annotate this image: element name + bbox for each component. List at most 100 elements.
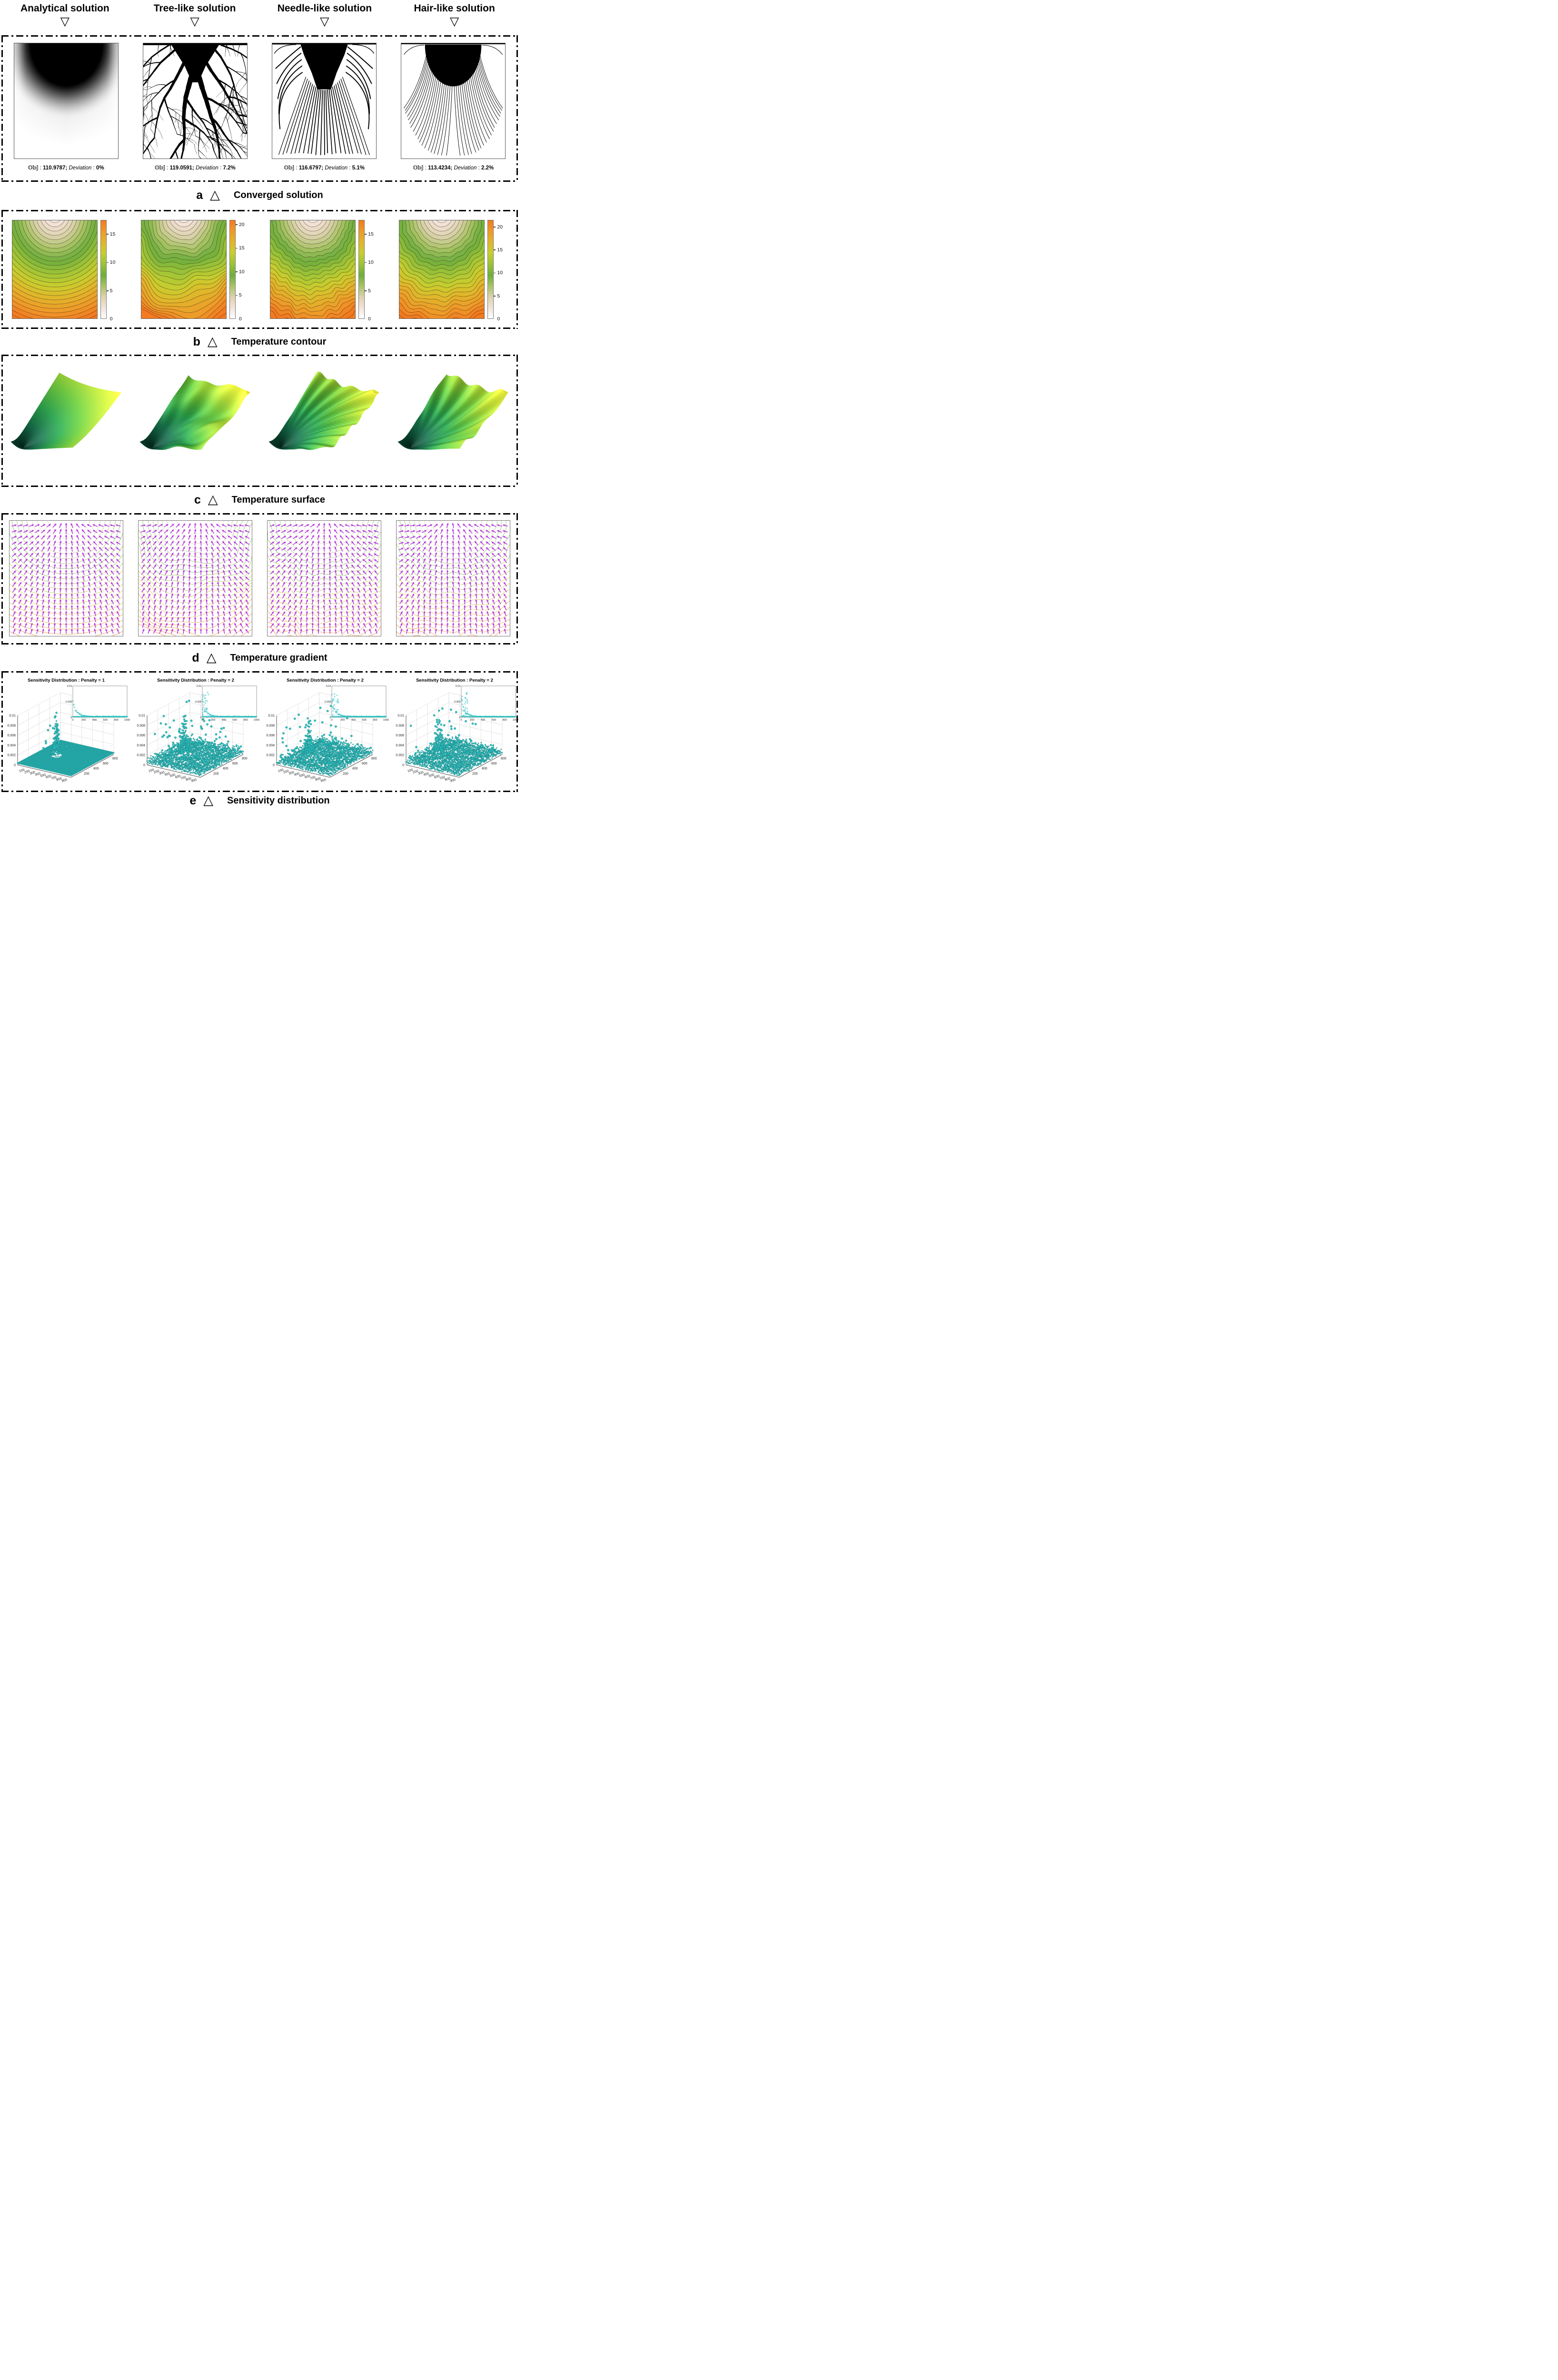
sensitivity-plot-title: Sensitivity Distribution : Penalty = 1	[28, 678, 105, 683]
colorbar-tick-label: 10	[497, 270, 503, 276]
section-b-box: 15 10 5 0 20 15 10 5 0 15 10 5 0 20 15 10 5 0	[1, 210, 518, 329]
colorbar-tick-label: 5	[109, 288, 113, 294]
caption-text: Sensitivity distribution	[227, 795, 330, 806]
caption-text: Temperature surface	[231, 494, 326, 505]
colorbar-tick-label: 0	[238, 316, 242, 322]
colorbar-tick-mark	[365, 262, 367, 263]
colorbar-tick-label: 15	[238, 245, 245, 251]
caption-letter: c	[194, 493, 201, 506]
column-title-tree: Tree-like solution	[153, 3, 236, 14]
converged-solution-image-hair	[401, 43, 506, 159]
down-triangle-icon: ▽	[190, 15, 199, 28]
colorbar: 15 10 5 0	[100, 220, 120, 322]
caption-d: d △ Temperature gradient	[0, 649, 519, 666]
colorbar-tick-mark	[494, 249, 496, 250]
colorbar-tick-label: 10	[109, 259, 116, 266]
converged-solution-image-analytical	[13, 43, 119, 159]
colorbar-tick-label: 15	[497, 247, 503, 253]
colorbar-tick-mark	[235, 248, 238, 249]
converged-solution-image-needle	[272, 43, 377, 159]
temperature-gradient-quiver-plot	[267, 520, 382, 636]
column-headers: Analytical solution Tree-like solution N…	[0, 3, 519, 810]
temperature-contour-plot	[11, 220, 98, 319]
converged-solution-image-tree	[142, 43, 248, 159]
caption-e: e △ Sensitivity distribution	[0, 793, 519, 808]
temperature-contour-plot	[399, 220, 485, 319]
caption-c: c △ Temperature surface	[0, 491, 519, 508]
colorbar-tick-mark	[494, 272, 496, 274]
sensitivity-plot-title: Sensitivity Distribution : Penalty = 2	[157, 678, 234, 683]
column-title-analytical: Analytical solution	[20, 3, 109, 14]
caption-text: Temperature contour	[231, 336, 327, 347]
colorbar-tick-label: 5	[497, 293, 500, 299]
colorbar-tick-label: 10	[238, 268, 245, 275]
colorbar-tick-mark	[494, 227, 496, 228]
caption-text: Converged solution	[233, 189, 323, 200]
colorbar-tick-mark	[365, 234, 367, 235]
up-triangle-icon: △	[208, 492, 218, 506]
colorbar-tick-mark	[235, 224, 238, 225]
temperature-surface-plot	[5, 358, 127, 484]
down-triangle-icon: ▽	[320, 15, 329, 28]
colorbar-tick-mark	[106, 290, 109, 291]
sensitivity-distribution-plot	[260, 684, 390, 785]
colorbar-tick-label: 0	[368, 316, 371, 322]
section-d-box	[1, 513, 518, 645]
colorbar-tick-label: 5	[238, 292, 242, 298]
colorbar-gradient	[229, 220, 236, 319]
colorbar: 20 15 10 5 0	[229, 220, 249, 322]
colorbar-tick-label: 20	[497, 224, 503, 230]
figure-page: Analytical solution Tree-like solution N…	[0, 0, 519, 810]
caption-letter: b	[193, 335, 200, 348]
colorbar-tick-mark	[235, 295, 238, 296]
colorbar-tick-mark	[365, 290, 367, 291]
column-title-needle: Needle-like solution	[277, 3, 372, 14]
colorbar-gradient	[358, 220, 365, 319]
temperature-contour-plot	[270, 220, 356, 319]
temperature-surface-plot	[263, 358, 386, 484]
temperature-gradient-quiver-plot	[138, 520, 252, 636]
section-c-box	[1, 355, 518, 487]
caption-letter: a	[196, 188, 203, 202]
temperature-surface-plot	[134, 358, 256, 484]
sensitivity-distribution-plot	[390, 684, 519, 785]
colorbar-tick-label: 5	[368, 288, 371, 294]
column-title-hair: Hair-like solution	[414, 3, 495, 14]
objective-line: 𝕆𝕓𝕛 : 110.9787; Deviation : 0%	[28, 164, 104, 171]
colorbar: 15 10 5 0	[358, 220, 378, 322]
caption-text: Temperature gradient	[230, 652, 327, 663]
temperature-gradient-quiver-plot	[9, 520, 123, 636]
colorbar-tick-label: 0	[109, 316, 113, 322]
colorbar-tick-mark	[494, 296, 496, 297]
colorbar-gradient	[487, 220, 494, 319]
down-triangle-markers: ▽ ▽ ▽ ▽	[0, 16, 519, 810]
colorbar-tick-label: 10	[368, 259, 374, 266]
sensitivity-distribution-plot	[131, 684, 260, 785]
colorbar-tick-mark	[106, 234, 109, 235]
objective-line: 𝕆𝕓𝕛 : 113.4234; Deviation : 2.2%	[413, 164, 494, 171]
caption-a: a △ Converged solution	[0, 187, 519, 204]
down-triangle-icon: ▽	[60, 15, 69, 28]
sensitivity-plot-title: Sensitivity Distribution : Penalty = 2	[416, 678, 493, 683]
sensitivity-distribution-plot	[1, 684, 131, 785]
colorbar-gradient	[100, 220, 107, 319]
down-triangle-icon: ▽	[450, 15, 459, 28]
section-e-box: Sensitivity Distribution : Penalty = 1 S…	[1, 671, 519, 792]
up-triangle-icon: △	[203, 793, 214, 807]
temperature-contour-plot	[140, 220, 227, 319]
objective-line: 𝕆𝕓𝕛 : 116.6797; Deviation : 5.1%	[284, 164, 365, 171]
colorbar-tick-label: 15	[109, 231, 116, 237]
colorbar-tick-label: 20	[238, 221, 245, 228]
colorbar-tick-mark	[235, 271, 238, 272]
sensitivity-plot-title: Sensitivity Distribution : Penalty = 2	[287, 678, 364, 683]
section-a-box: 𝕆𝕓𝕛 : 110.9787; Deviation : 0% 𝕆𝕓𝕛 : 119…	[1, 35, 518, 182]
colorbar-tick-label: 15	[368, 231, 374, 237]
up-triangle-icon: △	[210, 187, 220, 202]
colorbar-tick-label: 0	[497, 316, 500, 322]
caption-letter: e	[189, 793, 197, 807]
up-triangle-icon: △	[206, 650, 217, 664]
colorbar: 20 15 10 5 0	[487, 220, 507, 322]
temperature-surface-plot	[392, 358, 515, 484]
colorbar-tick-mark	[106, 262, 109, 263]
caption-letter: d	[192, 651, 199, 664]
